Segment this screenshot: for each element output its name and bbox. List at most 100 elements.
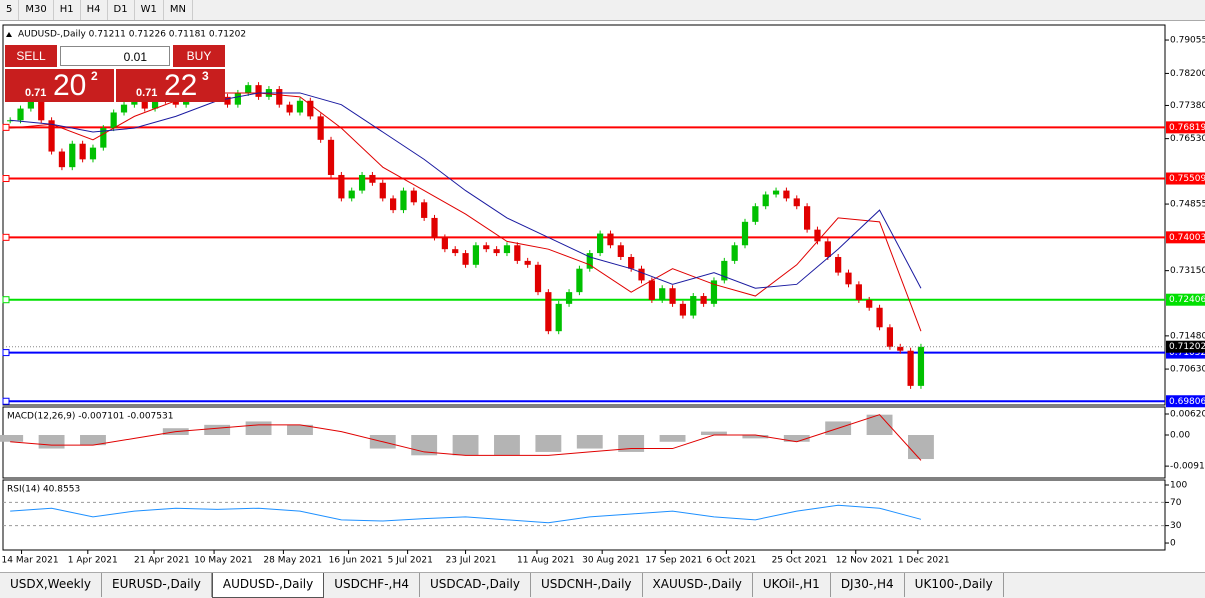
candle xyxy=(659,288,666,300)
timeframe-button[interactable]: D1 xyxy=(108,0,135,20)
volume-input[interactable]: 0.01 xyxy=(60,46,170,66)
timeframe-button[interactable]: 5 xyxy=(0,0,20,20)
symbol-tab[interactable]: EURUSD-,Daily xyxy=(102,573,212,597)
buy-button[interactable]: BUY xyxy=(173,45,225,67)
sell-button[interactable]: SELL xyxy=(5,45,57,67)
symbol-tab[interactable]: UKOil-,H1 xyxy=(753,573,831,597)
candle xyxy=(79,143,86,160)
buy-price-big: 22 xyxy=(164,69,198,102)
x-tick-label: 17 Sep 2021 xyxy=(645,556,702,566)
candle xyxy=(917,346,925,386)
timeframe-button[interactable]: H4 xyxy=(81,0,108,20)
symbol-tab[interactable]: DJ30-,H4 xyxy=(831,573,905,597)
pane-frame xyxy=(2,479,1166,551)
y-tick-label: 30 xyxy=(1170,521,1182,531)
candle xyxy=(421,202,428,218)
candle xyxy=(400,190,407,211)
timeframe-button[interactable]: W1 xyxy=(135,0,164,20)
candle xyxy=(710,280,718,304)
buy-price[interactable]: 0.71 22 3 xyxy=(116,69,225,102)
symbol-tab[interactable]: XAUUSD-,Daily xyxy=(643,573,753,597)
y-tick-label: 0.78200 xyxy=(1170,69,1205,79)
histogram-bar xyxy=(204,424,231,436)
histogram-bar xyxy=(701,431,727,436)
y-tick-label: 70 xyxy=(1170,498,1182,508)
x-tick-label: 1 Apr 2021 xyxy=(68,556,118,566)
x-tick-label: 28 May 2021 xyxy=(263,556,322,566)
symbol-tab[interactable]: USDCAD-,Daily xyxy=(420,573,531,597)
candle xyxy=(317,116,324,140)
y-tick-label: 0.73150 xyxy=(1170,266,1205,276)
candle xyxy=(700,296,707,304)
candle xyxy=(597,233,604,254)
symbol-tab[interactable]: AUDUSD-,Daily xyxy=(211,573,325,598)
candle xyxy=(48,120,55,152)
histogram-bar xyxy=(576,435,603,449)
candle xyxy=(390,198,397,211)
y-tick-label: 0 xyxy=(1170,539,1176,549)
candle xyxy=(58,151,66,168)
x-tick-label: 1 Dec 2021 xyxy=(898,556,950,566)
level-tag: 0.75509 xyxy=(1169,174,1205,184)
level-anchor xyxy=(2,397,10,405)
candle xyxy=(245,85,252,93)
y-tick-label: 0.74855 xyxy=(1170,200,1205,210)
timeframe-button[interactable]: MN xyxy=(164,0,193,20)
symbol-tab[interactable]: USDCNH-,Daily xyxy=(531,573,643,597)
candle xyxy=(731,245,738,261)
candle xyxy=(565,292,573,304)
candle xyxy=(224,96,231,105)
candle xyxy=(296,100,304,113)
candle xyxy=(866,299,873,308)
candle xyxy=(648,280,655,300)
candle xyxy=(441,237,448,250)
candle xyxy=(234,92,241,105)
symbol-tab[interactable]: UK100-,Daily xyxy=(905,573,1004,597)
x-tick-label: 12 Nov 2021 xyxy=(836,556,894,566)
level-tag: 0.74003 xyxy=(1169,233,1205,243)
candle xyxy=(855,284,862,300)
level-anchor xyxy=(2,123,10,131)
last-price-bg xyxy=(1166,340,1205,353)
level-tag-bg xyxy=(1166,395,1205,408)
level-tag: 0.71052 xyxy=(1169,348,1205,358)
buy-price-small: 3 xyxy=(202,69,209,83)
pane-title: MACD(12,26,9) -0.007101 -0.007531 xyxy=(7,412,173,422)
x-tick-label: 6 Oct 2021 xyxy=(706,556,756,566)
candle xyxy=(876,307,883,328)
x-tick-label: 16 Jun 2021 xyxy=(329,556,383,566)
timeframe-button[interactable]: H1 xyxy=(54,0,81,20)
histogram-bar xyxy=(38,435,65,449)
level-tag: 0.72406 xyxy=(1169,295,1205,305)
y-tick-label: 0.006201 xyxy=(1170,410,1205,420)
candle xyxy=(327,139,335,175)
indicator-line xyxy=(10,92,922,332)
candle xyxy=(555,303,562,332)
collapse-icon xyxy=(6,32,12,37)
y-tick-label: 0.71480 xyxy=(1170,331,1205,341)
candle xyxy=(669,288,676,304)
pane-title: AUDUSD-,Daily 0.71211 0.71226 0.71181 0.… xyxy=(18,30,246,40)
candle xyxy=(431,217,438,238)
symbol-tab[interactable]: USDCHF-,H4 xyxy=(324,573,420,597)
histogram-bar xyxy=(535,435,562,452)
histogram-bar xyxy=(287,424,313,436)
y-tick-label: 0.79055 xyxy=(1170,36,1205,46)
candle xyxy=(472,245,480,265)
symbol-tab[interactable]: USDX,Weekly xyxy=(0,573,102,597)
candle xyxy=(752,206,759,222)
indicator-line xyxy=(10,414,922,461)
x-tick-label: 30 Aug 2021 xyxy=(582,556,640,566)
y-tick-label: 0.70630 xyxy=(1170,365,1205,375)
candle xyxy=(576,268,583,293)
level-anchor xyxy=(2,233,10,241)
pane-title: RSI(14) 40.8553 xyxy=(7,485,80,495)
candle xyxy=(379,182,386,199)
x-tick-label: 5 Jul 2021 xyxy=(388,556,433,566)
candle xyxy=(338,174,345,199)
sell-price[interactable]: 0.71 20 2 xyxy=(5,69,114,102)
sell-price-small: 2 xyxy=(91,69,98,83)
timeframe-button[interactable]: M30 xyxy=(19,0,54,20)
candle xyxy=(607,233,614,246)
candle xyxy=(835,256,842,273)
